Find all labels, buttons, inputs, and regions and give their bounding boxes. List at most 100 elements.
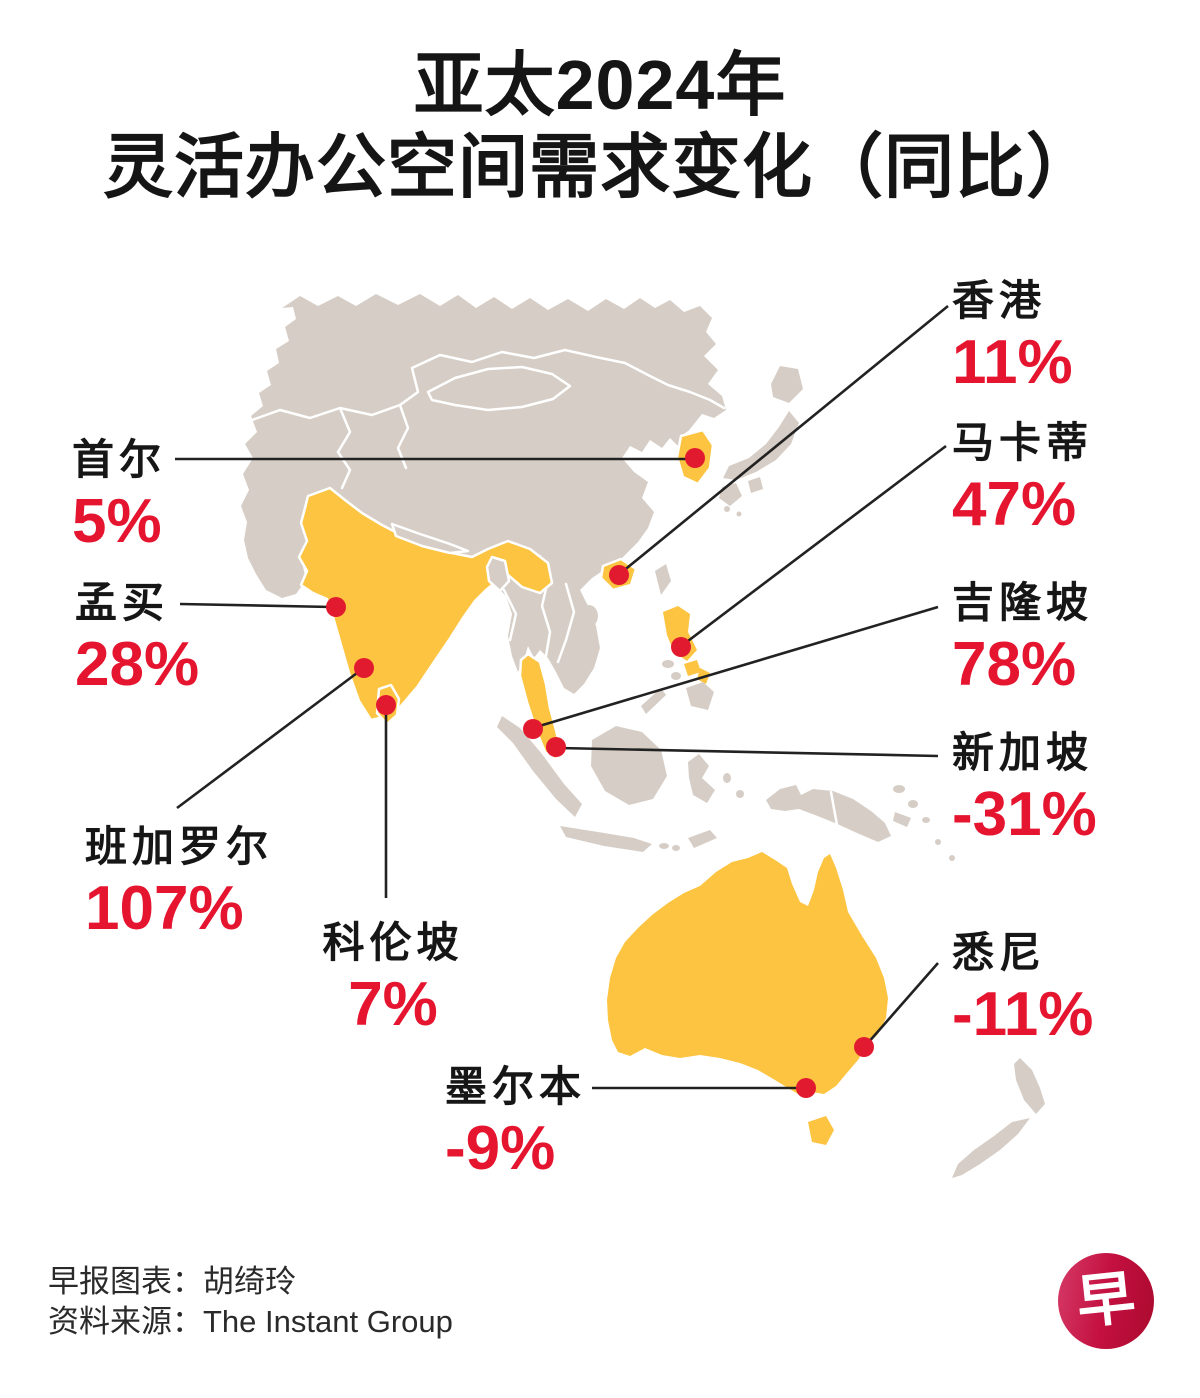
city-label-kualalumpur: 吉隆坡 78% — [952, 580, 1093, 696]
leader-line-sydney — [866, 962, 939, 1045]
title-line1: 亚太2024年 — [413, 46, 787, 124]
city-label-colombo: 科伦坡 7% — [303, 920, 483, 1036]
zaobao-logo-glyph: 早 — [1073, 1265, 1139, 1336]
leader-line-hongkong — [621, 304, 949, 574]
city-name: 科伦坡 — [322, 919, 464, 966]
hainan — [580, 605, 598, 627]
city-marker-hongkong — [609, 565, 629, 585]
borneo — [591, 726, 667, 805]
nz-north-island — [1014, 1058, 1045, 1114]
footer-credit: 早报图表：胡绮玲 — [48, 1264, 296, 1299]
city-value: 11% — [952, 328, 1073, 397]
solomon-1 — [922, 817, 930, 823]
sulawesi — [688, 754, 715, 803]
city-value: 47% — [952, 470, 1077, 539]
sumatra — [497, 716, 582, 817]
city-name: 首尔 — [72, 436, 167, 483]
java — [560, 826, 652, 852]
bismarck-1 — [893, 785, 905, 793]
city-label-melbourne: 墨尔本 -9% — [445, 1064, 586, 1180]
border-indochina-3 — [502, 588, 518, 642]
visayas-1 — [662, 660, 674, 668]
city-value: -31% — [952, 780, 1097, 849]
timor — [688, 830, 717, 848]
city-value: -9% — [445, 1114, 556, 1183]
leader-line-mumbai — [179, 602, 333, 609]
city-value: 78% — [952, 630, 1077, 699]
nepal — [390, 522, 470, 555]
border-new-guinea — [829, 790, 839, 827]
new-guinea — [766, 785, 891, 842]
title-line2: 灵活办公空间需求变化（同比） — [103, 128, 1097, 206]
city-label-sydney: 悉尼 -11% — [952, 930, 1093, 1046]
nz-south-island — [952, 1118, 1030, 1178]
leader-line-bangalore — [176, 668, 362, 810]
city-marker-makati — [671, 637, 691, 657]
leader-line-singapore — [558, 746, 939, 758]
city-label-hongkong: 香港 11% — [952, 278, 1073, 394]
city-name: 悉尼 — [952, 929, 1047, 976]
pacific-islet-2 — [949, 855, 955, 861]
city-label-mumbai: 孟买 28% — [75, 580, 199, 696]
city-marker-colombo — [376, 695, 396, 715]
city-marker-kualalumpur — [523, 719, 543, 739]
border-korea — [684, 422, 716, 436]
taiwan — [655, 564, 671, 595]
japan-hokkaido — [771, 366, 803, 403]
border-mongolia — [426, 365, 572, 412]
city-name: 香港 — [952, 277, 1047, 324]
japan-shikoku — [748, 477, 763, 493]
page-title: 亚太2024年 灵活办公空间需求变化（同比） — [0, 44, 1200, 208]
australia — [607, 852, 888, 1094]
city-label-bangalore: 班加罗尔 107% — [85, 824, 273, 940]
bali — [659, 843, 669, 849]
moluccas-1 — [723, 773, 731, 783]
footer: 早报图表：胡绮玲 资料来源：The Instant Group — [48, 1262, 453, 1342]
city-name: 吉隆坡 — [952, 579, 1094, 626]
japan-islet-2 — [736, 511, 742, 517]
border-russia-china — [250, 348, 726, 422]
visayas-2 — [671, 672, 681, 680]
city-name: 马卡蒂 — [952, 419, 1094, 466]
city-value: 107% — [85, 874, 244, 943]
palawan — [641, 688, 666, 714]
lombok — [672, 845, 680, 851]
new-britain — [893, 812, 911, 827]
city-label-makati: 马卡蒂 47% — [952, 420, 1093, 536]
leader-line-makati — [683, 444, 947, 646]
city-value: 7% — [348, 970, 438, 1039]
malaysia-peninsula — [518, 652, 562, 762]
footer-source: 资料来源：The Instant Group — [48, 1304, 453, 1339]
border-central-asia-1 — [336, 406, 352, 490]
japan-islet-1 — [724, 506, 730, 512]
city-marker-singapore — [546, 737, 566, 757]
zaobao-logo: 早 — [1058, 1253, 1154, 1349]
city-name: 班加罗尔 — [85, 823, 274, 870]
border-indochina-2 — [556, 582, 576, 664]
bismarck-2 — [908, 800, 918, 808]
philippines-islet-1 — [684, 660, 701, 676]
pacific-islet-1 — [935, 839, 941, 845]
city-value: 5% — [72, 487, 162, 556]
city-label-singapore: 新加坡 -31% — [952, 730, 1097, 846]
city-value: -11% — [952, 980, 1094, 1049]
japan-kyushu — [719, 483, 742, 506]
city-name: 孟买 — [75, 579, 170, 626]
asia-mainland — [241, 294, 726, 694]
tasmania — [808, 1116, 834, 1145]
city-marker-seoul — [685, 448, 705, 468]
city-value: 28% — [75, 630, 200, 699]
city-name: 新加坡 — [952, 729, 1094, 776]
city-label-seoul: 首尔 5% — [72, 437, 166, 553]
city-marker-mumbai — [326, 597, 346, 617]
city-marker-melbourne — [796, 1078, 816, 1098]
city-marker-sydney — [854, 1037, 874, 1057]
bangladesh — [485, 555, 511, 593]
leader-line-kualalumpur — [535, 605, 939, 729]
mindanao — [686, 682, 714, 710]
japan-honshu — [723, 411, 799, 480]
moluccas-2 — [736, 790, 744, 798]
city-marker-bangalore — [354, 658, 374, 678]
